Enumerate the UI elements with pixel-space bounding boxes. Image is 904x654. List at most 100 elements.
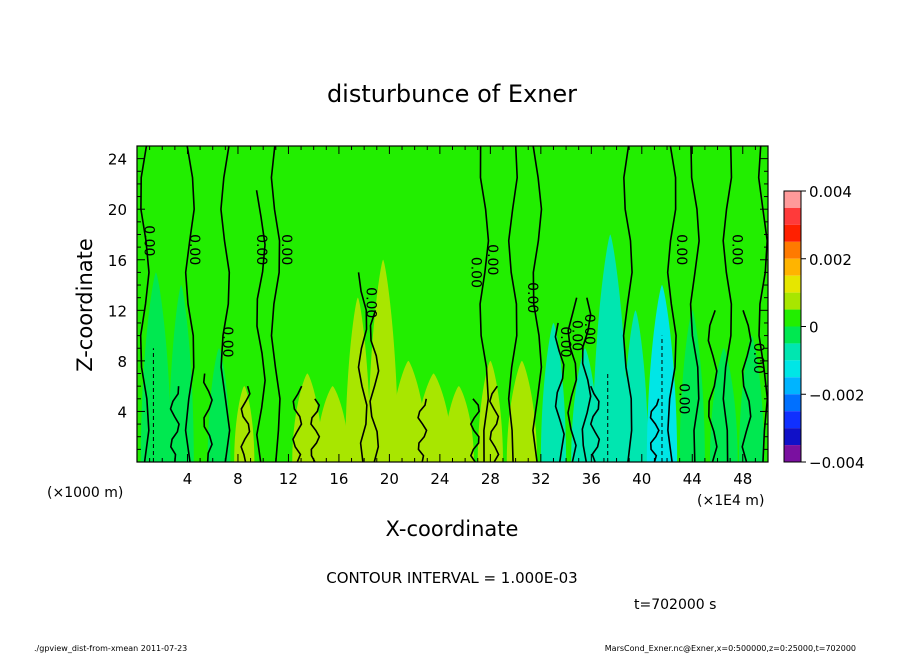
- field-plume: [540, 322, 567, 462]
- y-tick-label: 4: [117, 403, 127, 421]
- x-tick-label: 12: [279, 470, 298, 488]
- colorbar-swatch: [784, 428, 801, 446]
- contour-label: 0.00: [676, 383, 692, 414]
- field-plume: [414, 373, 453, 462]
- x-tick-label: 32: [531, 470, 550, 488]
- colorbar-tick-label: −0.002: [809, 386, 865, 404]
- colorbar-swatch: [784, 360, 801, 378]
- chart-title: disturbunce of Exner: [327, 80, 577, 108]
- contour-line: [479, 145, 490, 463]
- contour-labels: 0.00 0.000.000.00 0.000.000.00 0.000.000.00…: [141, 225, 767, 414]
- field-plume: [679, 310, 705, 462]
- colorbar-swatch: [784, 309, 801, 327]
- contour-label: 0.00: [581, 314, 597, 345]
- contour-line: [469, 398, 480, 463]
- field-plume: [571, 348, 599, 462]
- contour-line: [240, 385, 251, 463]
- x-tick-label: 24: [430, 470, 449, 488]
- colorbar-swatch: [784, 224, 801, 242]
- y-tick-label: 20: [108, 201, 127, 219]
- contour-line: [554, 322, 565, 463]
- colorbar-swatch: [784, 191, 801, 208]
- contour-label: 0.00: [363, 287, 379, 318]
- contour-line: [255, 190, 266, 463]
- contour-line: [220, 145, 231, 463]
- contour-line: [649, 398, 660, 463]
- contour-label: 0.00: [278, 234, 294, 265]
- x-tick-label: 16: [329, 470, 348, 488]
- field-plume: [292, 373, 323, 462]
- contour-label: 0.00: [568, 320, 584, 351]
- contour-label: 0.00: [141, 225, 157, 256]
- y-tick-label: 24: [108, 151, 127, 169]
- contour-line: [417, 398, 428, 463]
- field-plume: [234, 386, 255, 462]
- colorbar-swatch: [784, 445, 801, 462]
- colorbar-swatch: [784, 207, 801, 225]
- contour-line: [589, 385, 601, 463]
- contour-line: [707, 310, 718, 463]
- x-tick-label: 20: [380, 470, 399, 488]
- contour-label: 0.00: [750, 343, 766, 374]
- contour-line: [184, 145, 195, 463]
- y-tick-label: 8: [117, 353, 127, 371]
- footer-left: ./gpview_dist-from-xmean 2011-07-23: [34, 644, 187, 653]
- contour-label: 0.00: [524, 282, 540, 313]
- contour-line: [310, 398, 321, 463]
- field-plume: [506, 360, 538, 462]
- colorbar-swatch: [784, 377, 801, 395]
- colorbar-swatch: [784, 275, 801, 293]
- contour-line: [292, 385, 303, 463]
- colorbar-swatch: [784, 258, 801, 276]
- contour-lines: [139, 145, 769, 463]
- field-plume: [592, 234, 628, 462]
- time-label: t=702000 s: [634, 597, 716, 613]
- x-tick-label: 4: [183, 470, 193, 488]
- x-tick-label: 48: [733, 470, 752, 488]
- colorbar-swatch: [784, 394, 801, 412]
- colorbar-tick-label: 0.002: [809, 251, 852, 269]
- contour-line: [666, 145, 677, 463]
- contour-line: [567, 297, 578, 463]
- contour-interval: CONTOUR INTERVAL = 1.000E-03: [326, 569, 577, 587]
- contour-line: [369, 310, 380, 463]
- x-tick-label: 8: [233, 470, 243, 488]
- plot-area: [137, 146, 768, 462]
- x-tick-label: 36: [582, 470, 601, 488]
- y-tick-label: 16: [108, 252, 127, 270]
- colorbar-tick-label: 0.004: [809, 183, 852, 201]
- x-unit-label: (×1000 m): [47, 485, 123, 501]
- x-tick-label: 28: [481, 470, 500, 488]
- contour-line: [357, 272, 368, 463]
- colorbar-ticks: 0.004 0.002 0 −0.002 −0.004: [801, 183, 865, 472]
- contour-label: 0.00: [729, 234, 745, 265]
- colorbar-swatch: [784, 292, 801, 310]
- contour-label: 0.00: [186, 234, 202, 265]
- colorbar-tick-label: 0: [809, 319, 819, 337]
- y-tick-label: 12: [108, 302, 127, 320]
- x-axis-title: X-coordinate: [386, 517, 519, 541]
- x-tick-label: 40: [632, 470, 651, 488]
- x-axis: 4 8 12 16 20 24 28 32 36 40 44 48: [136, 146, 769, 488]
- colorbar-swatch: [784, 241, 801, 259]
- contour-line: [488, 385, 500, 463]
- contour-label: 0.00: [557, 326, 573, 357]
- colorbar-swatch: [784, 326, 801, 344]
- field-plume: [367, 259, 399, 462]
- field-plume: [443, 386, 474, 462]
- contour-label: 0.00: [467, 257, 483, 288]
- contour-line: [139, 145, 150, 463]
- contour-line: [722, 145, 733, 463]
- footer-right: MarsCond_Exner.nc@Exner,x=0:500000,z=0:2…: [605, 644, 856, 653]
- contour-line: [581, 297, 592, 463]
- field-plume: [207, 348, 231, 462]
- contour-label: 0.00: [219, 326, 235, 357]
- x-scale-note: (×1E4 m): [697, 493, 764, 509]
- contour-line: [270, 145, 281, 463]
- colorbar-tick-label: −0.004: [809, 454, 865, 472]
- contour-line: [741, 310, 752, 463]
- colorbar-swatch: [784, 411, 801, 429]
- contour-line: [202, 373, 213, 463]
- colorbar-swatch: [784, 343, 801, 361]
